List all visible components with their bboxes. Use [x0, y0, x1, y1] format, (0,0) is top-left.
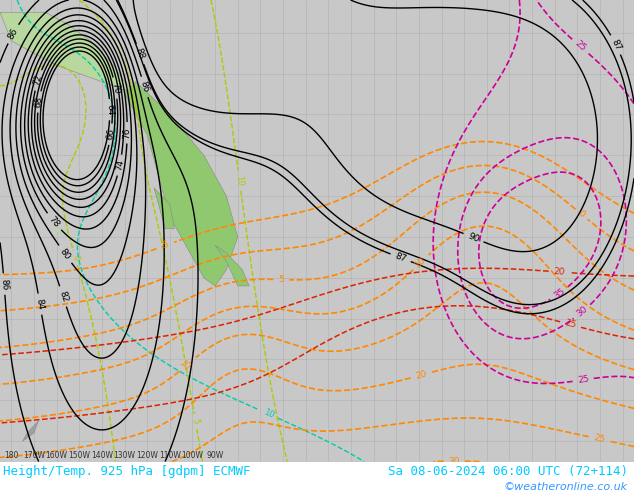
Text: 64: 64 — [105, 104, 114, 115]
Text: 84: 84 — [34, 298, 45, 311]
Text: 25: 25 — [577, 375, 590, 385]
Text: 110W: 110W — [159, 450, 181, 460]
Text: 87: 87 — [609, 38, 623, 52]
Polygon shape — [124, 82, 238, 286]
Text: 30: 30 — [575, 305, 590, 319]
Text: 180: 180 — [4, 450, 18, 460]
Polygon shape — [215, 245, 249, 286]
Text: 10: 10 — [413, 255, 428, 270]
Text: 120W: 120W — [136, 450, 158, 460]
Text: 72: 72 — [32, 74, 44, 87]
Text: 0: 0 — [70, 254, 81, 262]
Text: 30: 30 — [449, 457, 460, 465]
Text: 80: 80 — [58, 247, 72, 262]
Text: ©weatheronline.co.uk: ©weatheronline.co.uk — [503, 482, 628, 490]
Text: 74: 74 — [114, 159, 126, 171]
Text: 10: 10 — [262, 408, 275, 420]
Text: 130W: 130W — [113, 450, 136, 460]
Polygon shape — [23, 421, 39, 441]
Text: 20: 20 — [415, 369, 428, 381]
Text: 170W: 170W — [23, 450, 45, 460]
Text: 78: 78 — [47, 215, 61, 229]
Text: 68: 68 — [34, 96, 44, 108]
Text: 90W: 90W — [207, 450, 224, 460]
Text: 100W: 100W — [181, 450, 204, 460]
Text: 90: 90 — [467, 231, 481, 244]
Text: 76: 76 — [122, 127, 132, 139]
Text: 66: 66 — [105, 128, 116, 141]
Text: -5: -5 — [160, 240, 171, 251]
Text: 86: 86 — [6, 27, 20, 41]
Text: 86: 86 — [139, 80, 151, 94]
Polygon shape — [154, 188, 174, 229]
Text: 87: 87 — [394, 251, 408, 264]
Text: Height/Temp. 925 hPa [gdpm] ECMWF: Height/Temp. 925 hPa [gdpm] ECMWF — [3, 465, 250, 478]
Text: Sa 08-06-2024 06:00 UTC (72+114): Sa 08-06-2024 06:00 UTC (72+114) — [387, 465, 628, 478]
Text: 25: 25 — [573, 39, 588, 53]
Text: 15: 15 — [180, 357, 195, 371]
Text: 140W: 140W — [91, 450, 113, 460]
Text: 25: 25 — [564, 318, 577, 330]
Text: 5: 5 — [191, 418, 200, 425]
Text: 70: 70 — [110, 81, 121, 95]
Text: 88: 88 — [134, 47, 146, 61]
Text: 35: 35 — [552, 287, 567, 300]
Text: 25: 25 — [593, 433, 605, 444]
Text: 150W: 150W — [68, 450, 90, 460]
Text: 5: 5 — [278, 275, 284, 284]
Text: 86: 86 — [0, 278, 9, 290]
Polygon shape — [0, 12, 136, 94]
Text: 0: 0 — [576, 209, 586, 220]
Text: 82: 82 — [57, 290, 69, 303]
Text: 20: 20 — [553, 267, 566, 277]
Text: 160W: 160W — [46, 450, 68, 460]
Text: 10: 10 — [235, 175, 245, 186]
